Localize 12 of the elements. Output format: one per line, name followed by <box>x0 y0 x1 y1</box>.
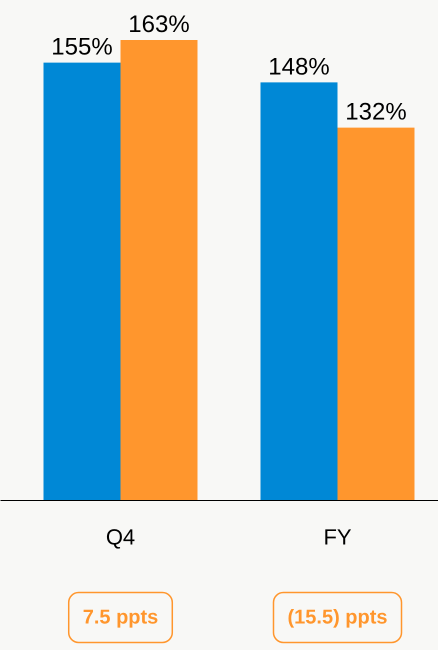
data-label: 155% <box>51 34 113 61</box>
x-tick-label: Q4 <box>106 524 136 550</box>
text: (15.5) ppts <box>287 606 388 628</box>
data-label: 163% <box>128 11 190 38</box>
bar <box>260 82 338 500</box>
bar <box>338 128 414 500</box>
data-label: 132% <box>345 98 407 126</box>
text: 7.5 ppts <box>82 606 158 628</box>
bar <box>44 62 120 500</box>
x-tick-label: FY <box>323 524 352 550</box>
bar <box>120 40 198 500</box>
data-label: 148% <box>268 53 330 80</box>
